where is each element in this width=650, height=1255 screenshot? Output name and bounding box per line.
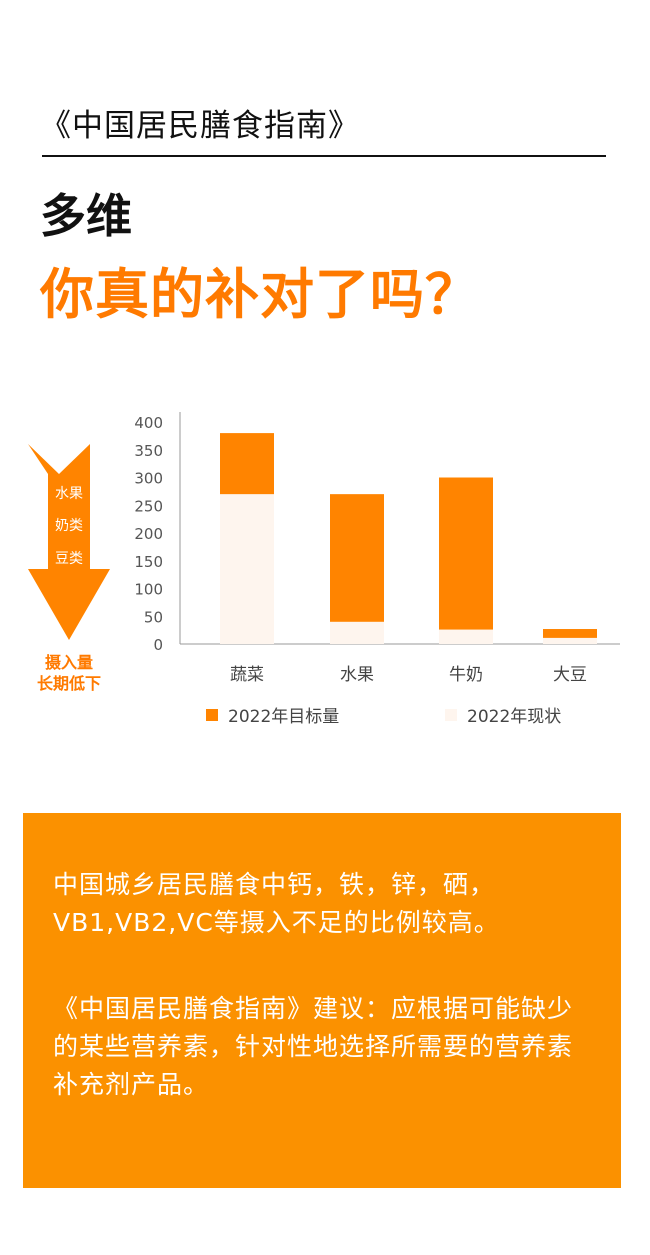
legend-label: 2022年目标量	[228, 707, 339, 727]
bar-2022年目标量	[330, 494, 384, 622]
y-tick-label: 100	[134, 581, 163, 599]
bar-2022年现状	[543, 637, 597, 644]
bar-chart: 0 50 100 150 200 250 300 350 400 蔬菜 水果 牛奶 大豆 2022年目标量…	[134, 412, 620, 727]
arrow-caption: 摄入量 长期低下	[28, 652, 110, 694]
bar-2022年目标量	[543, 629, 597, 638]
caption-line: 摄入量	[44, 653, 93, 672]
info-paragraph: 《中国居民膳食指南》建议：应根据可能缺少的某些营养素，针对性地选择所需要的营养素…	[53, 994, 574, 1099]
bar-2022年目标量	[439, 477, 493, 630]
info-box: 中国城乡居民膳食中钙，铁，锌，硒，VB1,VB2,VC等摄入不足的比例较高。 《…	[23, 813, 621, 1188]
down-arrow-icon	[28, 444, 110, 640]
y-tick-label: 300	[134, 470, 163, 488]
y-tick-label: 200	[134, 525, 163, 543]
bar-2022年目标量	[220, 433, 274, 495]
y-tick-label: 400	[134, 414, 163, 432]
legend-swatch	[445, 709, 457, 721]
x-tick-label: 蔬菜	[230, 665, 264, 685]
arrow-item: 豆类	[55, 551, 83, 567]
legend-swatch	[206, 709, 218, 721]
info-paragraph: 中国城乡居民膳食中钙，铁，锌，硒，VB1,VB2,VC等摄入不足的比例较高。	[53, 870, 500, 937]
headline-secondary: 你真的补对了吗？	[40, 263, 480, 326]
bar-2022年现状	[439, 629, 493, 644]
caption-line: 长期低下	[36, 674, 101, 693]
x-tick-label: 水果	[340, 665, 374, 685]
legend-label: 2022年现状	[467, 707, 561, 727]
headline-primary: 多维	[40, 189, 132, 243]
arrow-item: 水果	[55, 486, 83, 502]
divider	[42, 155, 606, 157]
y-tick-label: 250	[134, 497, 163, 515]
y-tick-label: 150	[134, 553, 163, 571]
arrow-item: 奶类	[55, 518, 83, 534]
y-tick-label: 0	[153, 636, 163, 654]
book-title: 《中国居民膳食指南》	[40, 108, 360, 144]
bar-2022年现状	[330, 621, 384, 644]
x-tick-label: 大豆	[553, 665, 587, 685]
y-tick-label: 50	[144, 608, 163, 626]
y-tick-label: 350	[134, 442, 163, 460]
x-tick-label: 牛奶	[449, 665, 483, 685]
bar-2022年现状	[220, 494, 274, 644]
